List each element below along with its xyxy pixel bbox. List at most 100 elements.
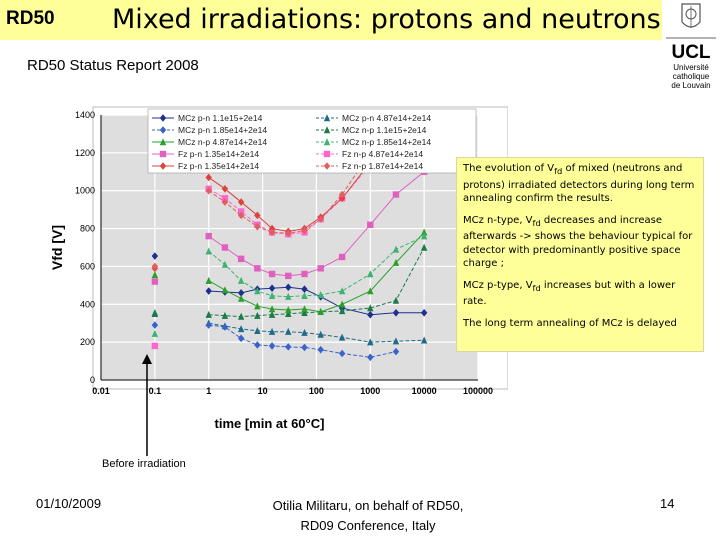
series-line [208, 152, 371, 234]
data-point [268, 270, 276, 278]
explanation-paragraph-2: MCz n-type, Vfd decreases and increase a… [463, 214, 693, 270]
data-point [268, 305, 276, 313]
logo-text: UCL [671, 42, 710, 63]
legend-entry: Fz p-n 1.35e14+2e14 [152, 149, 259, 159]
legend-marker [323, 138, 331, 146]
data-point [301, 305, 308, 313]
data-point [392, 347, 400, 356]
y-tick-label: 200 [80, 337, 95, 347]
page-number: 14 [660, 496, 675, 511]
series-3 [151, 321, 400, 362]
data-point [285, 229, 292, 238]
data-point [151, 321, 159, 329]
series-4 [151, 243, 428, 320]
data-point [237, 289, 245, 297]
legend-marker [159, 126, 167, 134]
data-point [237, 312, 245, 320]
y-tick-label: 400 [80, 299, 95, 309]
data-point [268, 228, 276, 237]
x-tick-label: 1000 [360, 386, 380, 396]
legend-entry: Fz n-p 1.87e14+2e14 [316, 161, 423, 171]
series-line [208, 232, 425, 313]
data-point [338, 349, 346, 358]
data-point [205, 321, 212, 329]
logo-line-1: Université [673, 63, 709, 72]
data-point [367, 338, 374, 346]
slide-subtitle: RD50 Status Report 2008 [27, 57, 199, 74]
data-point [151, 329, 159, 337]
data-point [392, 337, 400, 345]
data-point [221, 311, 229, 319]
series-line [208, 247, 425, 318]
legend-marker [323, 126, 331, 134]
data-point [285, 309, 292, 317]
y-tick-label: 1200 [75, 148, 95, 158]
data-point [268, 342, 276, 350]
data-point [268, 327, 276, 335]
x-axis-label: time [min at 60°C] [215, 416, 325, 431]
legend: MCz p-n 1.1e15+2e14 MCz p-n 4.87e14+2e14 M… [147, 108, 477, 174]
data-point [237, 334, 245, 343]
logo-line-2: catholique [673, 72, 710, 81]
data-point [221, 260, 229, 268]
explanation-paragraph-1: The evolution of Vfd of mixed (neutrons … [463, 163, 695, 204]
data-point [237, 294, 245, 302]
series-line [208, 322, 425, 343]
data-point [367, 310, 374, 319]
x-tick-label: 100 [309, 386, 324, 396]
data-point [301, 285, 308, 293]
data-point [420, 232, 428, 240]
data-point [367, 270, 374, 278]
x-tick-label: 0.01 [92, 386, 110, 396]
data-point [285, 292, 292, 300]
y-tick-label: 0 [90, 375, 95, 385]
data-point [254, 287, 261, 295]
series-line [208, 235, 425, 298]
data-point [151, 278, 159, 285]
y-tick-label: 600 [80, 261, 95, 271]
data-point [285, 327, 292, 335]
legend-label: MCz p-n 1.85e14+2e14 [178, 125, 267, 135]
legend-label: MCz n-p 1.85e14+2e14 [342, 137, 431, 147]
legend-label: Fz n-p 1.87e14+2e14 [342, 161, 423, 171]
data-point [205, 310, 212, 318]
legend-marker [159, 138, 167, 146]
data-point [301, 226, 308, 235]
data-point [367, 287, 374, 295]
title-bar: RD50 Mixed irradiations: protons and neu… [0, 0, 662, 40]
data-point [254, 222, 261, 231]
data-point [285, 283, 292, 292]
data-point [254, 341, 261, 349]
x-tick-label: 1 [206, 386, 211, 396]
data-point [301, 291, 308, 299]
data-point [338, 253, 346, 261]
data-point [254, 265, 261, 272]
data-point [221, 286, 229, 294]
legend-marker [323, 150, 331, 158]
x-tick-label: 100000 [463, 386, 493, 396]
data-point [151, 271, 159, 279]
data-point [205, 232, 212, 240]
data-point [338, 287, 346, 295]
data-point [367, 304, 374, 312]
data-point [301, 270, 308, 278]
data-point [338, 333, 346, 341]
legend-label: Fz n-p 4.87e14+2e14 [342, 149, 423, 159]
data-point [317, 265, 324, 272]
data-point [338, 307, 346, 315]
data-point [367, 353, 374, 362]
series-6 [151, 232, 428, 337]
data-point [420, 336, 428, 344]
data-point [285, 343, 292, 351]
data-point [317, 345, 324, 354]
data-point [317, 330, 324, 338]
data-point [301, 343, 308, 352]
data-point [338, 190, 346, 199]
data-point [254, 311, 261, 319]
data-point [268, 310, 276, 318]
explanation-box: The evolution of Vfd of mixed (neutrons … [456, 157, 704, 352]
axis-ticks: 0 200 400 600 800 1000 1200 1400 0.01 0.1 1 10 100 10… [75, 110, 493, 396]
data-point [392, 191, 400, 198]
legend-entry: Fz n-p 4.87e14+2e14 [316, 149, 423, 159]
y-tick-label: 800 [80, 224, 95, 234]
